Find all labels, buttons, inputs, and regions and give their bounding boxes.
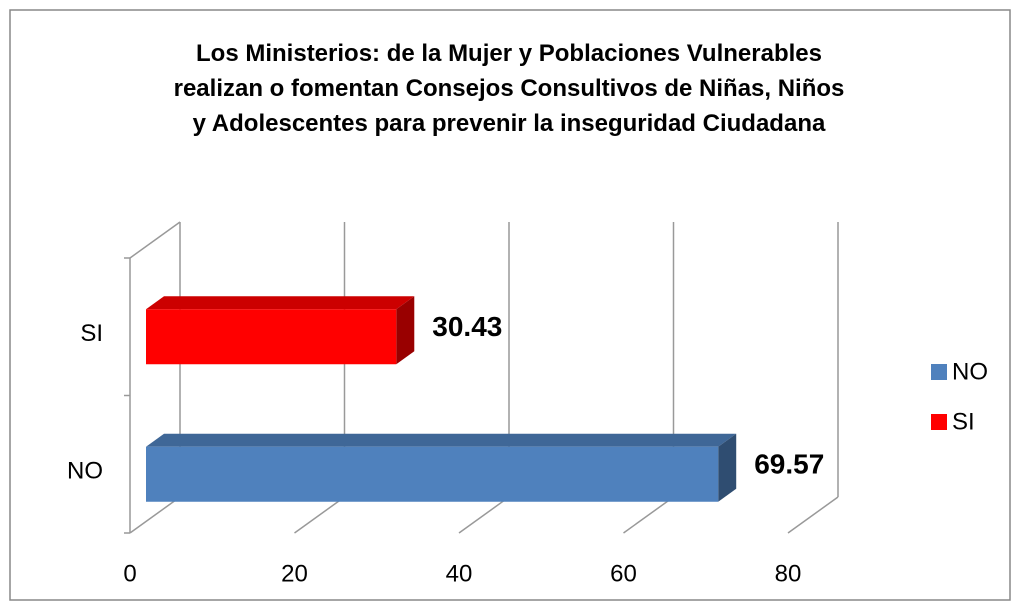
legend-label: NO (952, 358, 988, 385)
grid-line (129, 496, 181, 534)
grid-line (787, 496, 839, 534)
bar-top (146, 296, 415, 310)
x-tick-label: 80 (775, 560, 802, 587)
axis-wall (129, 221, 181, 259)
legend-swatch (931, 364, 947, 380)
bar (146, 446, 719, 502)
bar-top (146, 433, 737, 447)
bar-side (718, 433, 737, 502)
y-tick-label: SI (80, 320, 103, 347)
x-tick-label: 40 (446, 560, 473, 587)
x-tick-label: 20 (281, 560, 308, 587)
grid-line (294, 496, 345, 534)
y-tick-label: NO (67, 458, 103, 485)
grid-line (623, 496, 674, 534)
x-tick-label: 60 (610, 560, 637, 587)
grid-line (458, 496, 510, 534)
chart-title: Los Ministerios: de la Mujer y Poblacion… (173, 40, 845, 137)
x-tick-label: 0 (123, 560, 136, 587)
value-label: 69.57 (754, 449, 824, 480)
legend-swatch (931, 414, 947, 430)
bar-side (396, 296, 415, 365)
legend-label: SI (952, 408, 975, 435)
bar (146, 309, 397, 365)
value-label: 30.43 (432, 311, 502, 342)
